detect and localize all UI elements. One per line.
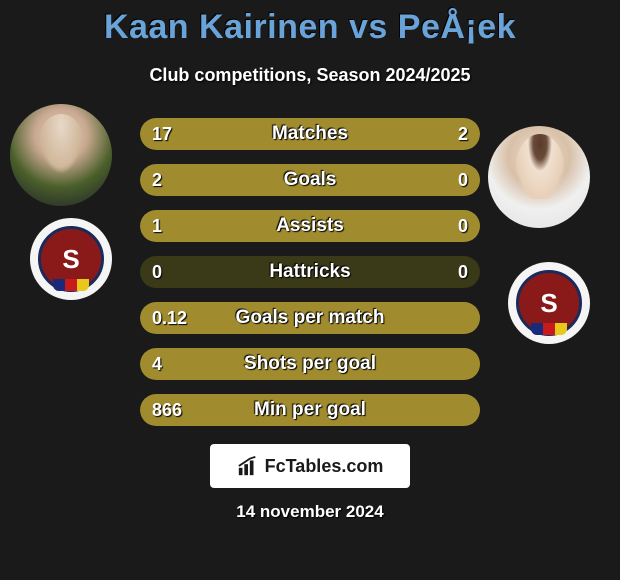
comparison-card: Kaan Kairinen vs PeÅ¡ek Club competition… xyxy=(0,0,620,580)
branding-box: FcTables.com xyxy=(210,444,410,488)
player-left-avatar xyxy=(10,104,112,206)
stat-row: 2 Goals 0 xyxy=(140,164,480,196)
stat-label: Goals xyxy=(140,164,480,196)
stat-value-right: 0 xyxy=(458,164,468,196)
date-label: 14 november 2024 xyxy=(0,502,620,522)
stat-label: Matches xyxy=(140,118,480,150)
branding-text: FcTables.com xyxy=(265,456,384,477)
sparta-badge-icon: S xyxy=(516,270,582,336)
stat-row: 866 Min per goal xyxy=(140,394,480,426)
player-left-club-badge: S xyxy=(30,218,112,300)
stat-row: 0 Hattricks 0 xyxy=(140,256,480,288)
stat-label: Hattricks xyxy=(140,256,480,288)
chart-icon xyxy=(237,455,259,477)
stat-label: Goals per match xyxy=(140,302,480,334)
stat-value-right: 0 xyxy=(458,210,468,242)
stat-row: 1 Assists 0 xyxy=(140,210,480,242)
player-right-avatar xyxy=(488,126,590,228)
season-subtitle: Club competitions, Season 2024/2025 xyxy=(0,65,620,86)
stats-area: 17 Matches 2 2 Goals 0 1 Assists 0 0 Hat… xyxy=(140,118,480,440)
stat-row: 17 Matches 2 xyxy=(140,118,480,150)
stat-value-right: 2 xyxy=(458,118,468,150)
stat-row: 4 Shots per goal xyxy=(140,348,480,380)
sparta-badge-icon: S xyxy=(38,226,104,292)
page-title: Kaan Kairinen vs PeÅ¡ek xyxy=(0,8,620,47)
stat-label: Shots per goal xyxy=(140,348,480,380)
stat-label: Min per goal xyxy=(140,394,480,426)
player-right-club-badge: S xyxy=(508,262,590,344)
stat-label: Assists xyxy=(140,210,480,242)
stat-value-right: 0 xyxy=(458,256,468,288)
stat-row: 0.12 Goals per match xyxy=(140,302,480,334)
